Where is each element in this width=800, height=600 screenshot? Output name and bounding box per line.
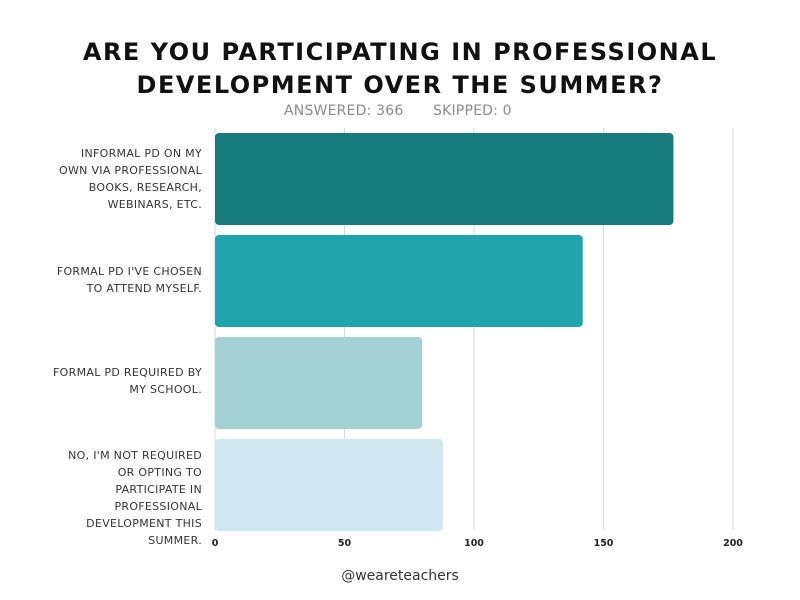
category-label: INFORMAL PD ON MY OWN VIA PROFESSIONAL B… xyxy=(58,147,202,211)
x-tick-label: 150 xyxy=(594,538,614,549)
category-label: FORMAL PD I'VE CHOSEN TO ATTEND MYSELF. xyxy=(56,265,202,295)
bar xyxy=(215,133,674,225)
x-tick-label: 200 xyxy=(723,538,743,549)
footer-handle: @weareteachers xyxy=(341,568,459,584)
x-tick-label: 100 xyxy=(464,538,484,549)
bar xyxy=(215,439,443,531)
x-tick-label: 50 xyxy=(338,538,352,549)
bar xyxy=(215,337,423,429)
category-label: FORMAL PD REQUIRED BY MY SCHOOL. xyxy=(53,366,202,396)
answered-count: ANSWERED: 366 xyxy=(284,103,404,119)
chart-title: ARE YOU PARTICIPATING IN PROFESSIONAL DE… xyxy=(82,38,718,99)
bar xyxy=(215,235,583,327)
skipped-count: SKIPPED: 0 xyxy=(433,103,512,119)
x-tick-label: 0 xyxy=(212,538,219,549)
category-label: NO, I'M NOT REQUIRED OR OPTING TO PARTIC… xyxy=(68,449,202,547)
